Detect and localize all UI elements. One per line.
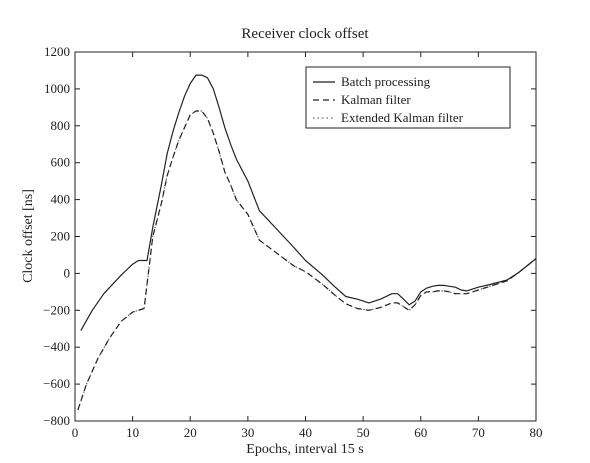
y-axis-ticks: −800 −600 −400 −200 0 200 400 600 800 1000 1200	[43, 44, 536, 428]
y-axis-label: Clock offset [ns]	[21, 189, 36, 283]
legend-label-1: Kalman filter	[341, 92, 411, 107]
y-tick-label: 200	[51, 229, 71, 244]
x-tick-label: 10	[126, 425, 139, 440]
x-axis-label: Epochs, interval 15 s	[246, 442, 363, 457]
series-line-1	[77, 110, 537, 411]
y-tick-label: 800	[51, 118, 71, 133]
y-tick-label: 600	[51, 155, 71, 170]
y-tick-label: 0	[64, 265, 71, 280]
legend: Batch processing Kalman filter Extended Ka…	[305, 66, 511, 129]
series-line-0	[80, 74, 537, 331]
x-axis-ticks: 0 10 20 30 40 50 60 70 80	[72, 52, 543, 440]
y-tick-label: 1000	[44, 81, 70, 96]
x-tick-label: 70	[472, 425, 485, 440]
legend-label-2: Extended Kalman filter	[341, 110, 464, 125]
legend-box	[305, 66, 511, 129]
x-tick-label: 80	[530, 425, 543, 440]
y-tick-label: 1200	[44, 44, 70, 59]
x-tick-label: 40	[299, 425, 312, 440]
series-line-2	[77, 110, 537, 411]
x-tick-label: 30	[241, 425, 254, 440]
x-tick-label: 50	[357, 425, 370, 440]
legend-label-0: Batch processing	[341, 74, 431, 89]
y-tick-label: −400	[43, 339, 70, 354]
x-tick-label: 20	[184, 425, 197, 440]
series-layer	[77, 74, 537, 411]
y-tick-label: −600	[43, 376, 70, 391]
y-tick-label: −200	[43, 302, 70, 317]
y-tick-label: −800	[43, 413, 70, 428]
y-tick-label: 400	[51, 192, 71, 207]
x-tick-label: 60	[414, 425, 427, 440]
x-tick-label: 0	[72, 425, 79, 440]
chart-title: Receiver clock offset	[241, 26, 369, 42]
